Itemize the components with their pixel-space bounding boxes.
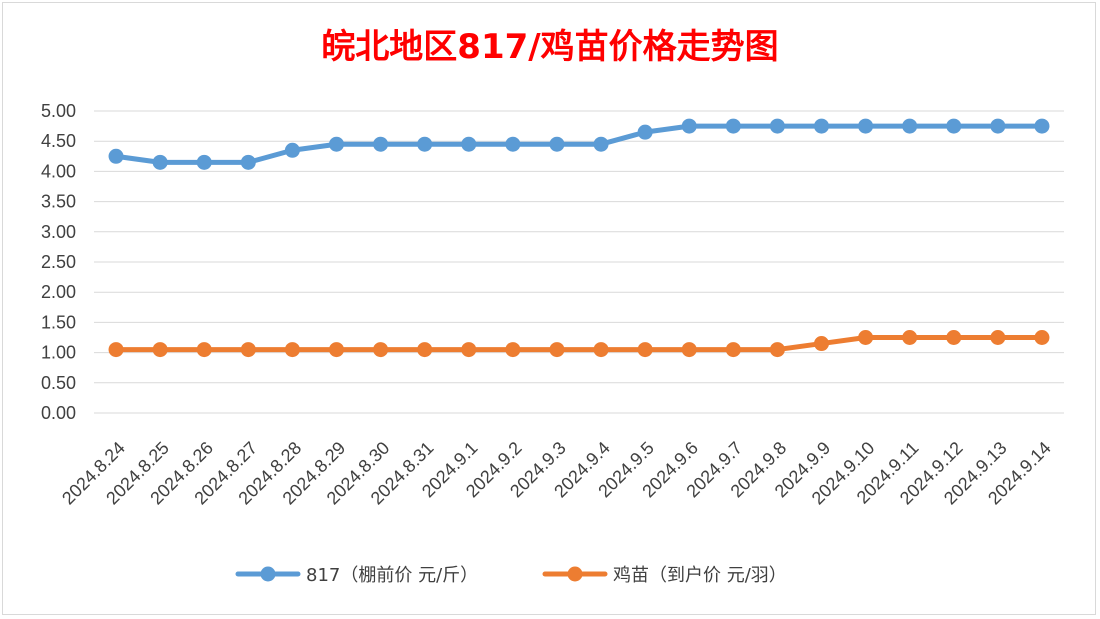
data-point	[637, 342, 653, 358]
data-point	[769, 342, 785, 358]
legend-label: 817（棚前价 元/斤）	[306, 565, 478, 586]
y-tick-label: 1.50	[41, 312, 76, 332]
data-point	[858, 330, 874, 345]
data-point	[1034, 118, 1050, 134]
data-point	[990, 118, 1006, 134]
data-point	[902, 330, 918, 345]
data-point	[814, 118, 829, 134]
data-point	[549, 342, 565, 358]
data-point	[284, 342, 300, 358]
data-point	[461, 136, 477, 152]
data-point	[329, 342, 344, 358]
y-tick-label: 4.50	[41, 131, 76, 151]
data-point	[373, 136, 389, 152]
series-line-1	[113, 335, 1045, 353]
data-point	[240, 342, 256, 358]
y-tick-label: 3.50	[41, 192, 76, 212]
data-point	[284, 142, 300, 158]
data-point	[373, 342, 389, 358]
data-point	[946, 118, 962, 134]
data-point	[505, 342, 521, 358]
data-point	[637, 124, 653, 140]
data-point	[681, 342, 697, 358]
y-tick-label: 4.00	[41, 161, 76, 181]
data-point	[681, 118, 697, 134]
data-point	[417, 136, 433, 152]
data-point	[990, 330, 1006, 345]
legend-swatch-marker	[260, 566, 276, 582]
legend-swatch-marker	[567, 566, 583, 582]
y-tick-label: 0.50	[41, 373, 76, 393]
y-tick-label: 1.00	[41, 343, 76, 363]
data-point	[329, 136, 344, 152]
data-point	[593, 136, 609, 152]
y-tick-label: 5.00	[41, 101, 76, 121]
data-point	[461, 342, 477, 358]
data-point	[902, 118, 918, 134]
data-point	[417, 342, 433, 358]
data-point	[196, 154, 212, 170]
grid-lines	[94, 110, 1064, 414]
chart-title: 皖北地区817/鸡苗价格走势图	[321, 27, 778, 67]
data-point	[196, 342, 212, 358]
y-tick-label: 2.50	[41, 252, 76, 272]
data-point	[108, 148, 124, 164]
data-point	[152, 342, 168, 358]
x-axis-ticks: 2024.8.242024.8.252024.8.262024.8.272024…	[58, 438, 1055, 509]
data-point	[505, 136, 521, 152]
series-line-0	[113, 123, 1045, 165]
y-tick-label: 2.00	[41, 282, 76, 302]
data-point	[725, 118, 741, 134]
legend-label: 鸡苗（到户价 元/羽）	[613, 565, 787, 586]
data-point	[814, 336, 829, 352]
data-point	[858, 118, 874, 134]
data-point	[1034, 330, 1050, 345]
data-point	[769, 118, 785, 134]
y-axis-ticks: 0.00 0.50 1.00 1.50 2.00 2.50 3.00 3.50 4.00 4.50…	[41, 101, 76, 423]
data-point	[725, 342, 741, 358]
data-point	[946, 330, 962, 345]
data-point	[240, 154, 256, 170]
data-point	[152, 154, 168, 170]
plot-area	[108, 118, 1050, 358]
y-tick-label: 3.00	[41, 222, 76, 242]
data-point	[549, 136, 565, 152]
legend: 817（棚前价 元/斤） 鸡苗（到户价 元/羽）	[235, 565, 787, 586]
data-point	[593, 342, 609, 358]
y-tick-label: 0.00	[41, 403, 76, 423]
data-point	[108, 342, 124, 358]
